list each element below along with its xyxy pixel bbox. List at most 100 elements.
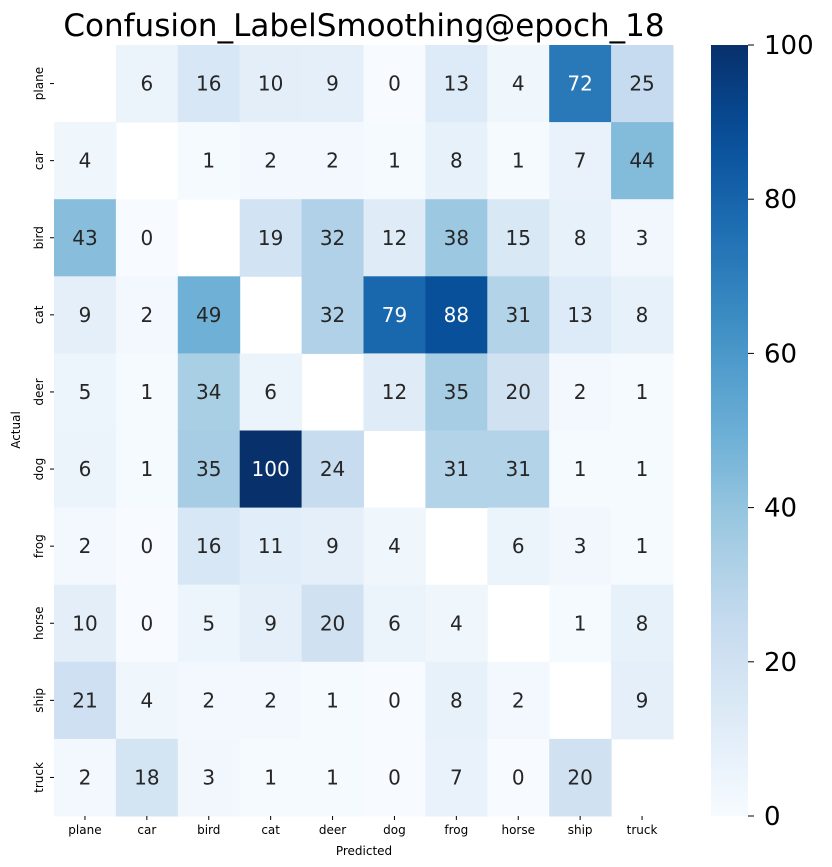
y-tick-label: horse [32, 606, 46, 640]
heatmap-cell [54, 507, 117, 586]
cell-value-label: 13 [567, 303, 592, 327]
cell-value-label: 79 [382, 303, 407, 327]
y-tick-label: cat [32, 305, 46, 324]
heatmap-cell [115, 584, 179, 663]
cell-value-label: 1 [636, 380, 649, 404]
heatmap-cell [363, 122, 426, 200]
cell-value-label: 2 [202, 688, 215, 712]
heatmap-cell [301, 507, 364, 586]
cell-value-label: 32 [320, 226, 345, 250]
heatmap-cell [239, 507, 303, 586]
heatmap-cell [425, 276, 488, 354]
x-axis-label: Predicted [336, 844, 392, 858]
heatmap-cell [239, 122, 303, 200]
heatmap-cell [549, 507, 612, 586]
heatmap-cell [115, 507, 179, 586]
heatmap-cell [301, 122, 364, 200]
heatmap-cell [115, 661, 179, 740]
cell-value-label: 2 [79, 534, 92, 558]
cell-value-label: 1 [636, 457, 649, 481]
cell-value-label: 25 [629, 72, 654, 96]
heatmap-cell [363, 661, 426, 740]
heatmap-cell [301, 738, 364, 817]
x-tick-label: frog [444, 823, 468, 837]
heatmap-cell [54, 430, 117, 509]
cell-value-label: 0 [388, 72, 401, 96]
cell-value-label: 5 [202, 611, 215, 635]
heatmap-cell [611, 276, 674, 354]
heatmap-cell [54, 199, 117, 277]
cell-value-label: 11 [258, 534, 283, 558]
colorbar [711, 45, 748, 816]
cell-value-label: 1 [388, 149, 401, 173]
heatmap-cell [301, 276, 364, 354]
heatmap-cell [611, 353, 674, 431]
cell-value-label: 1 [140, 380, 153, 404]
cell-value-label: 20 [320, 611, 345, 635]
cell-value-label: 3 [574, 534, 587, 558]
heatmap-cell [115, 353, 179, 431]
heatmap-cell [115, 276, 179, 354]
y-tick-label: deer [32, 378, 46, 405]
colorbar-tick-label: 0 [764, 802, 781, 832]
heatmap-cell [301, 430, 364, 509]
cell-value-label: 1 [326, 765, 339, 789]
y-tick-label: ship [32, 688, 46, 713]
heatmap-cell [239, 430, 303, 509]
cell-value-label: 31 [506, 303, 531, 327]
cell-value-label: 9 [326, 534, 339, 558]
cell-value-label: 8 [636, 611, 649, 635]
heatmap-cell [487, 507, 550, 586]
cell-value-label: 10 [258, 72, 283, 96]
cell-value-label: 0 [140, 226, 153, 250]
heatmap-cell [363, 507, 426, 586]
heatmap-cell [611, 430, 674, 509]
cell-value-label: 19 [258, 226, 283, 250]
cell-value-label: 35 [444, 380, 469, 404]
heatmap-cell [363, 584, 426, 663]
heatmap-cell [54, 661, 117, 740]
y-tick-labels: plane car bird cat deer dog frog horse ship truck [32, 67, 54, 793]
cell-value-label: 24 [320, 457, 345, 481]
heatmap-cell [549, 199, 612, 277]
heatmap-cell [363, 353, 426, 431]
heatmap-cell [54, 276, 117, 354]
heatmap-cell [115, 45, 179, 123]
heatmap-cell [239, 738, 303, 817]
heatmap-cell [425, 199, 488, 277]
cell-value-label: 18 [134, 765, 159, 789]
cell-value-label: 2 [574, 380, 587, 404]
heatmap-cell [54, 584, 117, 663]
cell-value-label: 35 [196, 457, 221, 481]
cell-value-label: 6 [512, 534, 525, 558]
cell-value-label: 1 [202, 149, 215, 173]
cell-value-label: 0 [388, 765, 401, 789]
colorbar-tick-label: 100 [764, 31, 814, 61]
cell-value-label: 4 [140, 688, 153, 712]
cell-value-label: 2 [264, 149, 277, 173]
heatmap-cell [177, 122, 241, 200]
heatmap-cell [487, 122, 550, 200]
heatmap-cell [177, 276, 241, 354]
heatmap-cell [115, 199, 179, 277]
heatmap-cell [487, 45, 550, 123]
cell-value-label: 0 [388, 688, 401, 712]
cell-value-label: 100 [252, 457, 290, 481]
x-tick-label: ship [568, 823, 593, 837]
cell-value-label: 2 [512, 688, 525, 712]
cell-value-label: 6 [264, 380, 277, 404]
cell-value-label: 4 [388, 534, 401, 558]
cell-value-label: 20 [567, 765, 592, 789]
heatmap-cell [611, 122, 674, 200]
cell-value-label: 8 [450, 688, 463, 712]
heatmap-cell [549, 584, 612, 663]
heatmap-cell [425, 430, 488, 509]
x-tick-labels: plane car bird cat deer dog frog horse ship truck [68, 816, 657, 837]
y-tick-label: dog [32, 458, 46, 481]
cell-value-label: 88 [444, 303, 469, 327]
heatmap-cell [549, 430, 612, 509]
heatmap-cell [239, 661, 303, 740]
heatmap-cell [239, 45, 303, 123]
